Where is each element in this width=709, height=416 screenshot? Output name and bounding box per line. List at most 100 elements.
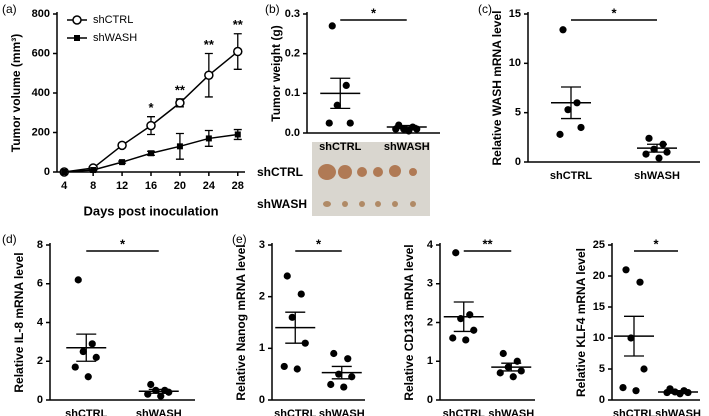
x-tick-label: shCTRL [443,408,485,416]
y-axis-label: Tumor weight (g) [269,25,283,121]
panel-label: (d) [2,232,17,246]
x-tick-label: shCTRL [65,408,107,416]
data-point [79,347,87,356]
data-point [619,384,627,392]
y-tick-label: 0 [599,394,605,406]
x-tick-label: shWASH [136,408,182,416]
data-point [327,380,335,389]
significance-label: * [120,236,126,251]
tumor-photo [312,142,430,216]
data-point [330,349,338,358]
data-point [636,278,644,286]
data-point [622,266,630,274]
error-bar [561,86,581,120]
y-tick-label: 4 [427,239,434,251]
y-axis-label: Relative CD133 mRNA level [402,244,416,400]
y-tick-label: 0.2 [285,48,300,60]
y-tick-label: 25 [593,239,605,251]
y-tick-label: 1 [259,342,265,354]
data-point [452,249,460,257]
x-axis-label: Days post inoculation [83,203,218,218]
panel-label: (b) [265,2,280,16]
y-axis-label: Relative IL-8 mRNA level [12,252,26,392]
panel-label: (a) [2,2,17,16]
y-tick-label: 0.1 [285,87,300,99]
error-bar [668,390,688,394]
y-axis-label: Tumor volume (mm³) [9,34,23,152]
data-point [640,365,648,373]
data-point [147,380,155,389]
error-bar [396,124,417,130]
error-bar [647,143,667,153]
y-tick-label: 2 [37,355,43,367]
marker [176,143,183,150]
tumor-row [318,164,417,180]
y-tick-label: 200 [32,126,50,138]
data-point [632,387,640,395]
data-point [340,383,348,391]
panel-label: (e) [232,232,247,246]
significance-label: * [653,236,659,251]
x-tick-label: 4 [61,180,68,192]
legend-label: shWASH [93,32,137,44]
error-bar [331,365,352,380]
data-point [74,276,82,284]
y-axis-label: Relative Nanog mRNA level [234,244,248,400]
marker [117,140,127,151]
data-point [344,355,352,363]
x-tick-label: shCTRL [274,408,316,416]
y-axis-label: Relative KLF4 mRNA level [574,248,588,397]
data-point [470,326,478,334]
data-point [165,388,173,396]
photo-label: shCTRL [257,165,303,179]
data-point [577,123,585,132]
data-point [645,134,653,142]
y-axis-label: Relative WASH mRNA level [490,11,504,166]
data-point [144,390,152,398]
photo-label: shWASH [257,197,307,211]
marker [119,159,126,166]
significance-label: * [611,5,617,20]
data-point [88,340,96,348]
y-tick-label: 10 [509,57,521,69]
legend-label: shCTRL [93,14,133,26]
y-tick-label: 0 [515,156,521,168]
y-tick-label: 0.0 [285,127,300,139]
data-point [92,353,100,361]
y-tick-label: 10 [593,332,605,344]
legend-marker [72,15,82,25]
y-tick-label: 0 [427,394,433,406]
data-point [449,334,457,342]
error-bar [453,301,474,333]
marker [205,135,212,142]
y-tick-label: 800 [32,8,50,20]
data-point [462,336,470,344]
y-tick-label: 4 [37,316,44,328]
x-tick-label: 8 [90,180,96,192]
x-tick-label: 20 [174,180,186,192]
tumor-row [323,201,416,207]
data-point [71,363,79,371]
data-point [556,130,564,138]
significance-label: ** [175,82,186,97]
y-tick-label: 20 [593,270,605,282]
data-point [342,81,350,89]
y-tick-label: 2 [259,291,265,303]
y-tick-label: 3 [259,239,265,251]
x-tick-label: shWASH [488,408,534,416]
marker [61,169,68,175]
data-point [564,106,572,114]
series [60,128,242,175]
x-tick-label: shCTRL [319,141,361,153]
y-tick-label: 5 [599,363,605,375]
y-tick-label: 0 [37,394,43,406]
data-point [280,362,288,371]
x-tick-label: 24 [203,180,216,192]
y-tick-label: 15 [593,301,605,313]
x-tick-label: 12 [116,180,128,192]
error-bar [285,311,306,344]
data-point [333,101,341,109]
data-point [157,392,165,400]
error-bar [501,362,522,372]
